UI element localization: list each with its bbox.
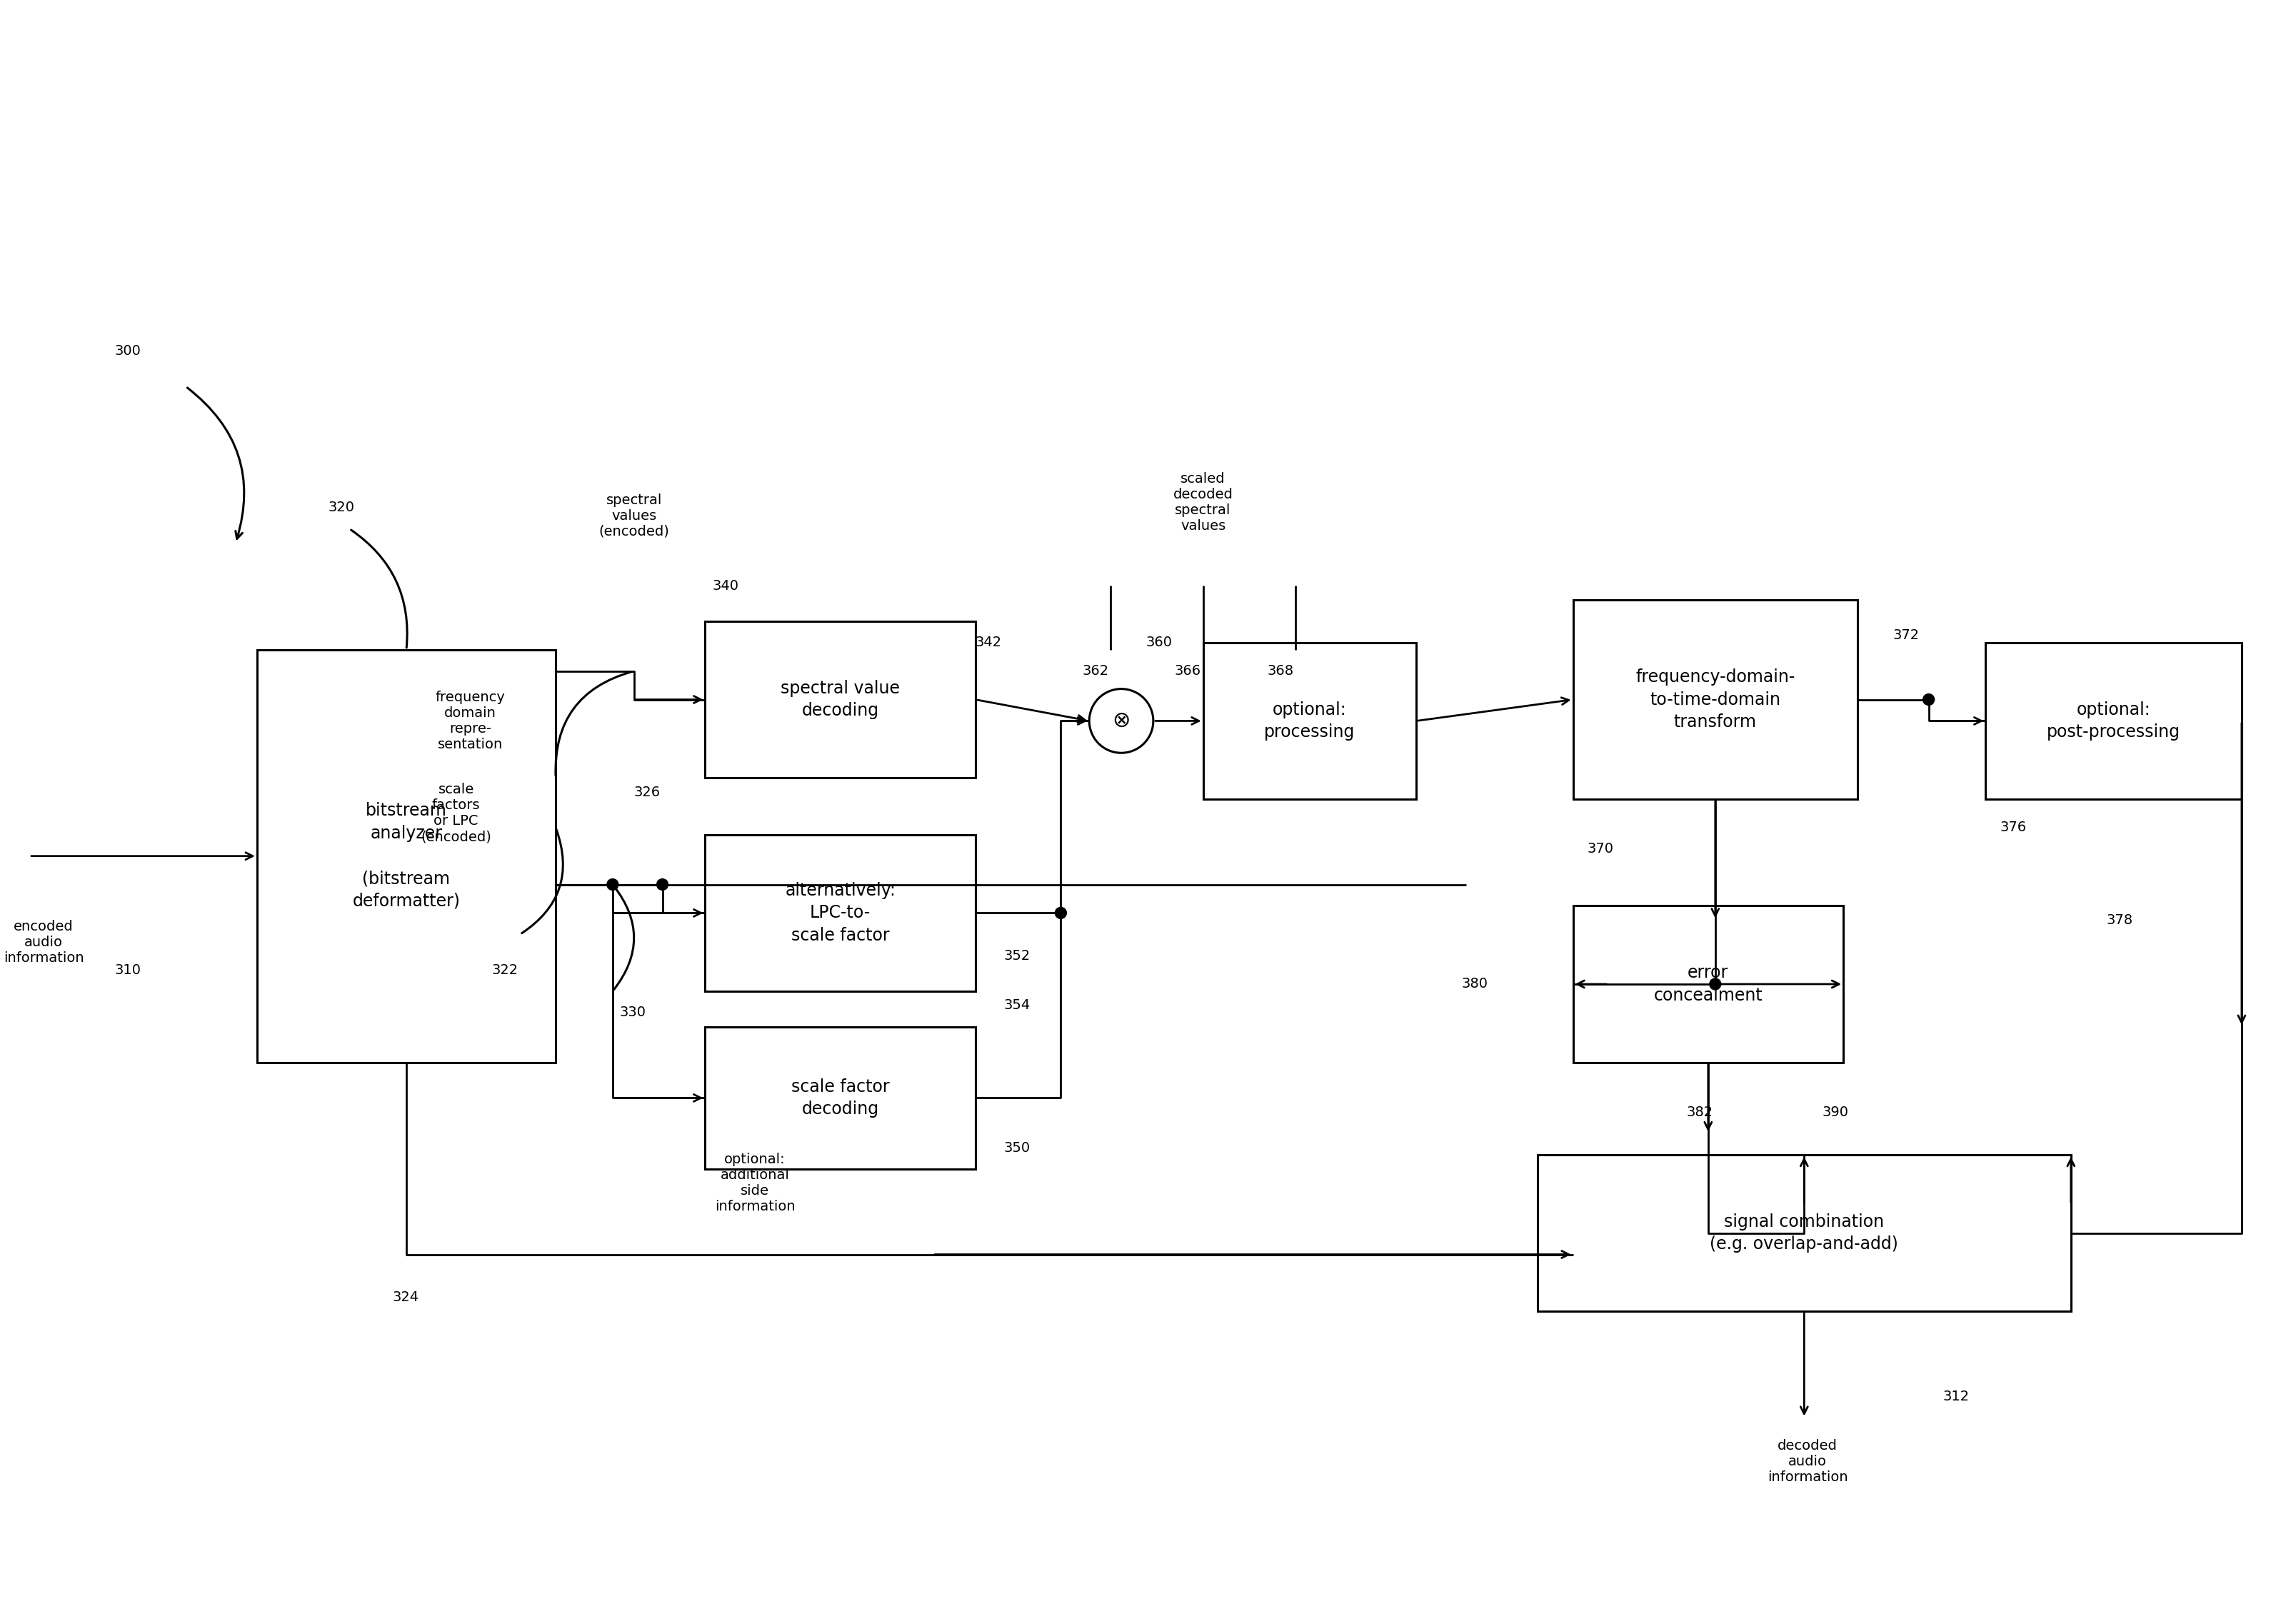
Text: 370: 370 [1587,843,1614,855]
Bar [1573,907,1844,1062]
Text: optional:
post-processing: optional: post-processing [2046,700,2179,740]
Bar [257,649,556,1062]
Text: 380: 380 [1460,977,1488,991]
Text: 378: 378 [2105,913,2133,927]
Circle shape [1054,907,1065,919]
Text: 342: 342 [976,636,1001,649]
Text: 366: 366 [1173,664,1201,678]
Text: 340: 340 [712,579,739,593]
Text: optional:
additional
side
information: optional: additional side information [714,1153,794,1214]
Text: 322: 322 [491,963,519,977]
Text: 360: 360 [1146,636,1173,649]
Bar [705,622,976,777]
Text: decoded
audio
information: decoded audio information [1768,1439,1848,1484]
Bar [705,1027,976,1169]
Text: 324: 324 [393,1290,418,1303]
Text: 350: 350 [1003,1142,1031,1154]
Bar [705,835,976,991]
Text: ⊗: ⊗ [1111,710,1130,731]
Circle shape [1922,694,1933,705]
Text: spectral
values
(encoded): spectral values (encoded) [599,492,668,539]
Text: alternatively:
LPC-to-
scale factor: alternatively: LPC-to- scale factor [785,881,895,943]
Text: 382: 382 [1685,1105,1713,1119]
Text: 376: 376 [2000,820,2025,835]
Text: scale factor
decoding: scale factor decoding [790,1078,889,1118]
Text: frequency
domain
repre-
sentation: frequency domain repre- sentation [436,691,505,752]
Circle shape [1708,979,1720,990]
Text: signal combination
(e.g. overlap-and-add): signal combination (e.g. overlap-and-add… [1711,1214,1899,1254]
Text: 362: 362 [1081,664,1109,678]
Text: 310: 310 [115,963,140,977]
Text: 330: 330 [620,1006,645,1019]
Text: 390: 390 [1821,1105,1848,1119]
Text: encoded
audio
information: encoded audio information [2,919,83,966]
Bar [1986,643,2241,800]
Bar [1203,643,1417,800]
Text: 352: 352 [1003,948,1031,963]
Circle shape [606,879,618,891]
Text: frequency-domain-
to-time-domain
transform: frequency-domain- to-time-domain transfo… [1635,668,1795,731]
Circle shape [657,879,668,891]
Bar [1536,1154,2071,1311]
Text: 368: 368 [1267,664,1293,678]
Text: 354: 354 [1003,999,1031,1012]
Bar [1573,600,1857,800]
Text: 312: 312 [1942,1390,1968,1404]
Text: spectral value
decoding: spectral value decoding [781,680,900,720]
Text: 300: 300 [115,344,140,358]
Text: bitstream
analyzer

(bitstream
deformatter): bitstream analyzer (bitstream deformatte… [351,803,459,910]
Text: scale
factors
or LPC
(encoded): scale factors or LPC (encoded) [420,784,491,844]
Text: optional:
processing: optional: processing [1263,700,1355,740]
Text: 372: 372 [1892,628,1919,643]
Text: 320: 320 [328,500,354,515]
Text: 326: 326 [634,785,661,800]
Text: scaled
decoded
spectral
values: scaled decoded spectral values [1173,472,1233,532]
Text: error
concealment: error concealment [1653,964,1761,1004]
